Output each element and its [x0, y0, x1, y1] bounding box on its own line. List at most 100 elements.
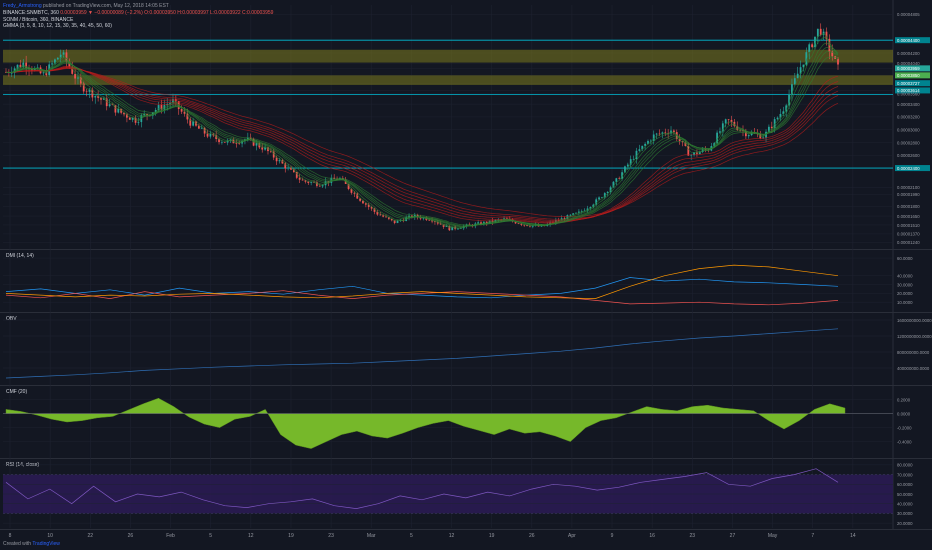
candle-body	[137, 122, 140, 123]
candle-body	[298, 177, 301, 180]
candle-body	[74, 73, 76, 79]
candle-body	[661, 132, 664, 134]
price-axis-label: 0.00003727	[897, 81, 920, 86]
candle-body	[799, 67, 802, 74]
candle-body	[716, 132, 718, 144]
candle-body	[65, 52, 68, 62]
candle-body	[750, 132, 753, 136]
candle-body	[779, 113, 782, 118]
candle-body	[189, 119, 192, 126]
price-axis-label: 0.00001800	[897, 204, 920, 209]
candle-body	[169, 102, 171, 104]
indicator-axis-label: 40.0000	[897, 274, 913, 279]
candle-body	[563, 218, 566, 220]
candle-body	[356, 193, 359, 199]
candle-body	[445, 225, 448, 227]
candle-body	[68, 61, 71, 68]
candle-body	[698, 151, 701, 155]
gmma-legend[interactable]: GMMA (3, 5, 8, 10, 12, 15, 30, 35, 40, 4…	[3, 23, 112, 29]
x-axis-label: 10	[47, 533, 53, 539]
candle-body	[514, 221, 517, 224]
x-axis-label: 8	[9, 533, 12, 539]
price-axis-label: 0.00003850	[897, 73, 920, 78]
x-axis-label: Feb	[166, 533, 175, 539]
candle-body	[71, 67, 74, 74]
gmma-long-line	[5, 67, 839, 222]
gmma-long-line	[5, 68, 839, 218]
footer-credit: Created with TradingView	[3, 541, 60, 547]
candle-body	[180, 109, 183, 112]
price-axis-label: 0.00001990	[897, 192, 920, 197]
price-axis-label: 0.00001370	[897, 232, 920, 237]
candle-body	[520, 223, 523, 225]
candle-body	[523, 224, 526, 226]
candle-body	[281, 160, 284, 164]
candle-body	[649, 140, 652, 142]
author-link[interactable]: Fredy_Armstrong	[3, 3, 42, 9]
candle-body	[292, 169, 295, 172]
candle-body	[825, 31, 828, 39]
candle-body	[624, 166, 626, 173]
created-with-text: Created with	[3, 541, 32, 547]
candle-body	[428, 219, 431, 221]
indicator-axis-label: 0.0000	[897, 411, 911, 416]
candle-body	[730, 119, 733, 122]
candle-body	[16, 64, 19, 69]
candle-body	[480, 222, 482, 225]
x-axis-label: Apr	[568, 533, 576, 539]
symbol-line: BINANCE:SNMBTC, 360 0.00003959 ▼ −0.0000…	[3, 10, 273, 16]
gmma-long-line	[5, 67, 839, 220]
candle-body	[678, 138, 681, 142]
candle-body	[183, 111, 186, 114]
candle-body	[621, 172, 623, 179]
candle-body	[655, 133, 658, 135]
price-label-bg	[895, 37, 930, 44]
candle-body	[439, 223, 442, 225]
x-axis-label: 19	[288, 533, 294, 539]
gmma-short-line	[5, 56, 839, 226]
candle-body	[485, 221, 488, 224]
gmma-long-line	[5, 67, 839, 221]
candle-body	[172, 99, 174, 103]
rsi-line	[5, 468, 839, 509]
candle-body	[278, 160, 281, 162]
dmi-line	[5, 290, 839, 306]
candle-body	[577, 211, 580, 213]
candle-body	[805, 52, 808, 65]
candle-body	[583, 210, 586, 212]
candle-body	[97, 95, 100, 98]
candle-body	[632, 159, 635, 160]
candle-body	[140, 115, 143, 123]
candle-body	[56, 57, 59, 60]
candle-body	[192, 121, 195, 126]
candle-body	[615, 178, 618, 182]
candle-body	[713, 143, 716, 147]
indicator-axis-label: 1600000000.0000	[897, 318, 932, 323]
candle-body	[77, 77, 79, 79]
pair-label: SONM / Bitcoin, 360, BINANCE	[3, 17, 74, 23]
candle-body	[226, 140, 229, 143]
candle-body	[816, 28, 819, 37]
price-axis-label: 0.00002800	[897, 140, 920, 145]
candle-body	[641, 145, 644, 150]
candle-body	[62, 52, 65, 55]
tradingview-logo[interactable]: TradingView	[32, 541, 60, 547]
candle-body	[811, 44, 813, 47]
candle-body	[747, 135, 750, 137]
indicator-axis-label: 30.0000	[897, 511, 913, 516]
candle-body	[94, 95, 97, 98]
candle-body	[385, 216, 387, 218]
gmma-long-line	[5, 66, 839, 223]
resistance-zone	[3, 75, 893, 85]
x-axis-label: 12	[248, 533, 254, 539]
gmma-long-line	[5, 65, 839, 224]
symbol-name[interactable]: BINANCE:SNMBTC, 360	[3, 10, 59, 16]
candle-body	[477, 222, 480, 224]
candle-body	[88, 89, 91, 92]
price-axis-label: 0.00003959	[897, 66, 920, 71]
indicator-axis-label: 40.0000	[897, 502, 913, 507]
candle-body	[549, 222, 552, 225]
indicator-axis-label: 80.0000	[897, 463, 913, 468]
candle-body	[575, 212, 577, 214]
